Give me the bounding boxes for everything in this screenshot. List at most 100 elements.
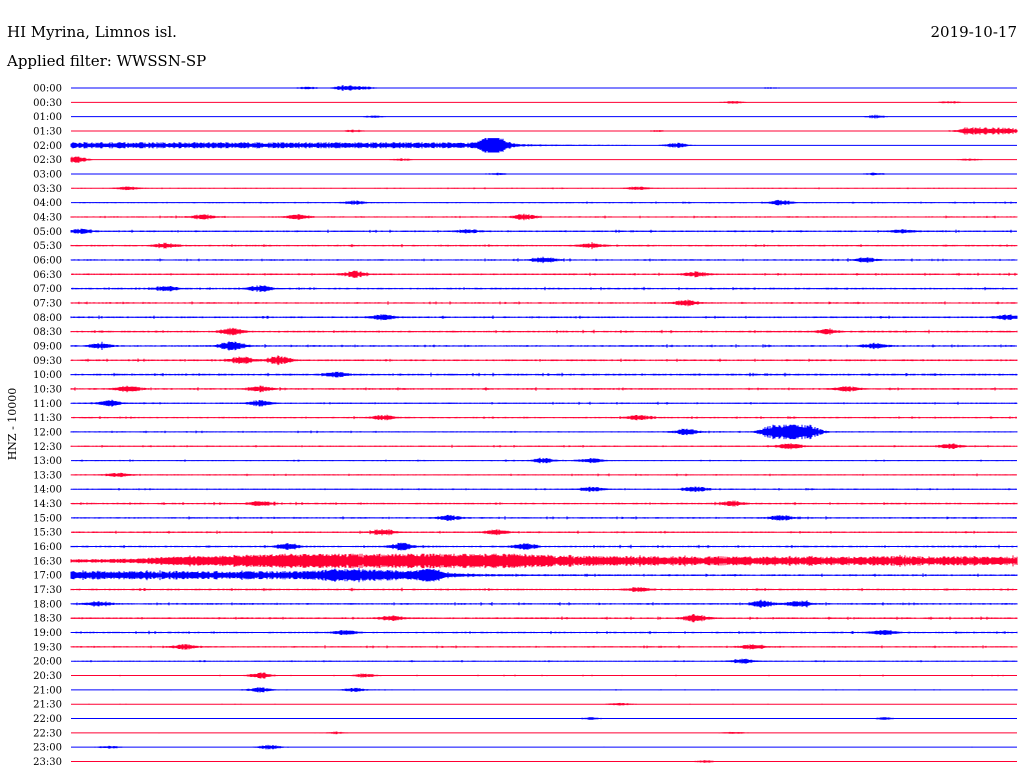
time-label: 18:00 [33, 599, 62, 610]
trace-waveform [72, 457, 1017, 464]
time-label: 12:30 [33, 442, 62, 453]
station-title: HI Myrina, Limnos isl. [7, 23, 177, 41]
time-label: 03:30 [33, 184, 62, 195]
trace-waveform [70, 599, 1018, 608]
time-label: 13:00 [33, 456, 62, 467]
trace-waveform [72, 414, 1017, 421]
time-label: 12:00 [33, 427, 62, 438]
time-label: 06:30 [33, 270, 62, 281]
time-label: 01:00 [33, 112, 62, 123]
time-label: 22:00 [33, 714, 62, 725]
trace-waveform [71, 285, 1018, 292]
time-label: 17:00 [33, 571, 62, 582]
trace-rows: 00:00 00:30 01:00 01:30 02:00 02:30 03:00 03:30… [33, 84, 1018, 768]
trace-waveform [70, 424, 1018, 440]
y-axis-label: HNZ - 10000 [6, 388, 19, 461]
time-label: 01:30 [33, 126, 62, 137]
trace-waveform [70, 138, 696, 153]
trace-waveform [88, 702, 823, 706]
trace-waveform [363, 114, 888, 119]
time-label: 00:00 [33, 84, 62, 95]
time-label: 07:00 [33, 284, 62, 295]
trace-waveform [70, 644, 1018, 650]
trace-waveform [258, 172, 889, 176]
time-label: 18:30 [33, 614, 62, 625]
trace-waveform [70, 443, 1018, 450]
trace-waveform [72, 186, 1017, 191]
trace-waveform [476, 717, 899, 720]
time-label: 13:30 [33, 470, 62, 481]
trace-waveform [70, 385, 1018, 393]
trace-waveform [78, 672, 1017, 679]
time-label: 20:30 [33, 671, 62, 682]
time-label: 17:30 [33, 585, 62, 596]
trace-waveform [295, 85, 781, 91]
time-label: 02:30 [33, 155, 62, 166]
time-label: 10:00 [33, 370, 62, 381]
time-label: 19:00 [33, 628, 62, 639]
trace-waveform [70, 500, 1018, 507]
time-label: 23:00 [33, 743, 62, 754]
time-label: 08:30 [33, 327, 62, 338]
trace-waveform [70, 587, 1018, 592]
trace-waveform [70, 614, 1018, 623]
trace-waveform [70, 213, 1018, 221]
time-label: 16:00 [33, 542, 62, 553]
time-label: 14:00 [33, 485, 62, 496]
time-label: 02:00 [33, 141, 62, 152]
trace-waveform [70, 228, 1017, 234]
trace-waveform [94, 744, 973, 750]
time-label: 20:00 [33, 657, 62, 668]
trace-waveform [71, 270, 1018, 278]
trace-waveform [70, 327, 1018, 336]
trace-waveform [693, 760, 719, 763]
trace-waveform [70, 256, 1018, 264]
record-date: 2019-10-17 [931, 23, 1017, 41]
time-label: 04:00 [33, 198, 62, 209]
trace-waveform [70, 486, 1017, 492]
trace-waveform [70, 630, 1018, 635]
time-label: 07:30 [33, 298, 62, 309]
time-label: 21:00 [33, 685, 62, 696]
time-label: 09:30 [33, 356, 62, 367]
time-label: 03:00 [33, 169, 62, 180]
trace-waveform [70, 568, 1018, 583]
time-label: 04:30 [33, 212, 62, 223]
trace-waveform [70, 242, 1018, 250]
trace-waveform [158, 731, 749, 735]
time-label: 05:00 [33, 227, 62, 238]
time-label: 23:30 [33, 757, 62, 768]
time-label: 06:00 [33, 255, 62, 266]
trace-waveform [70, 299, 1018, 307]
time-label: 15:00 [33, 513, 62, 524]
time-label: 16:30 [33, 556, 62, 567]
trace-waveform [112, 687, 1018, 693]
time-label: 05:30 [33, 241, 62, 252]
trace-waveform [71, 514, 1017, 521]
trace-waveform [70, 156, 983, 163]
trace-waveform [70, 553, 1018, 569]
trace-waveform [70, 314, 1018, 321]
trace-waveform [70, 341, 1017, 351]
trace-waveform [70, 472, 1016, 478]
time-label: 21:30 [33, 700, 62, 711]
trace-waveform [74, 199, 1017, 206]
trace-waveform [719, 101, 961, 104]
time-label: 11:30 [33, 413, 62, 424]
time-label: 14:30 [33, 499, 62, 510]
filter-label: Applied filter: WWSSN-SP [6, 52, 206, 70]
time-label: 19:30 [33, 642, 62, 653]
time-label: 00:30 [33, 98, 62, 109]
trace-waveform [70, 542, 1018, 551]
time-label: 22:30 [33, 728, 62, 739]
time-label: 09:00 [33, 341, 62, 352]
trace-waveform [71, 529, 1017, 536]
trace-waveform [70, 371, 1018, 378]
time-label: 15:30 [33, 528, 62, 539]
trace-waveform [70, 399, 1018, 407]
trace-waveform [341, 127, 1018, 135]
trace-waveform [70, 355, 1018, 366]
trace-waveform [74, 658, 1018, 664]
time-label: 11:00 [33, 399, 62, 410]
